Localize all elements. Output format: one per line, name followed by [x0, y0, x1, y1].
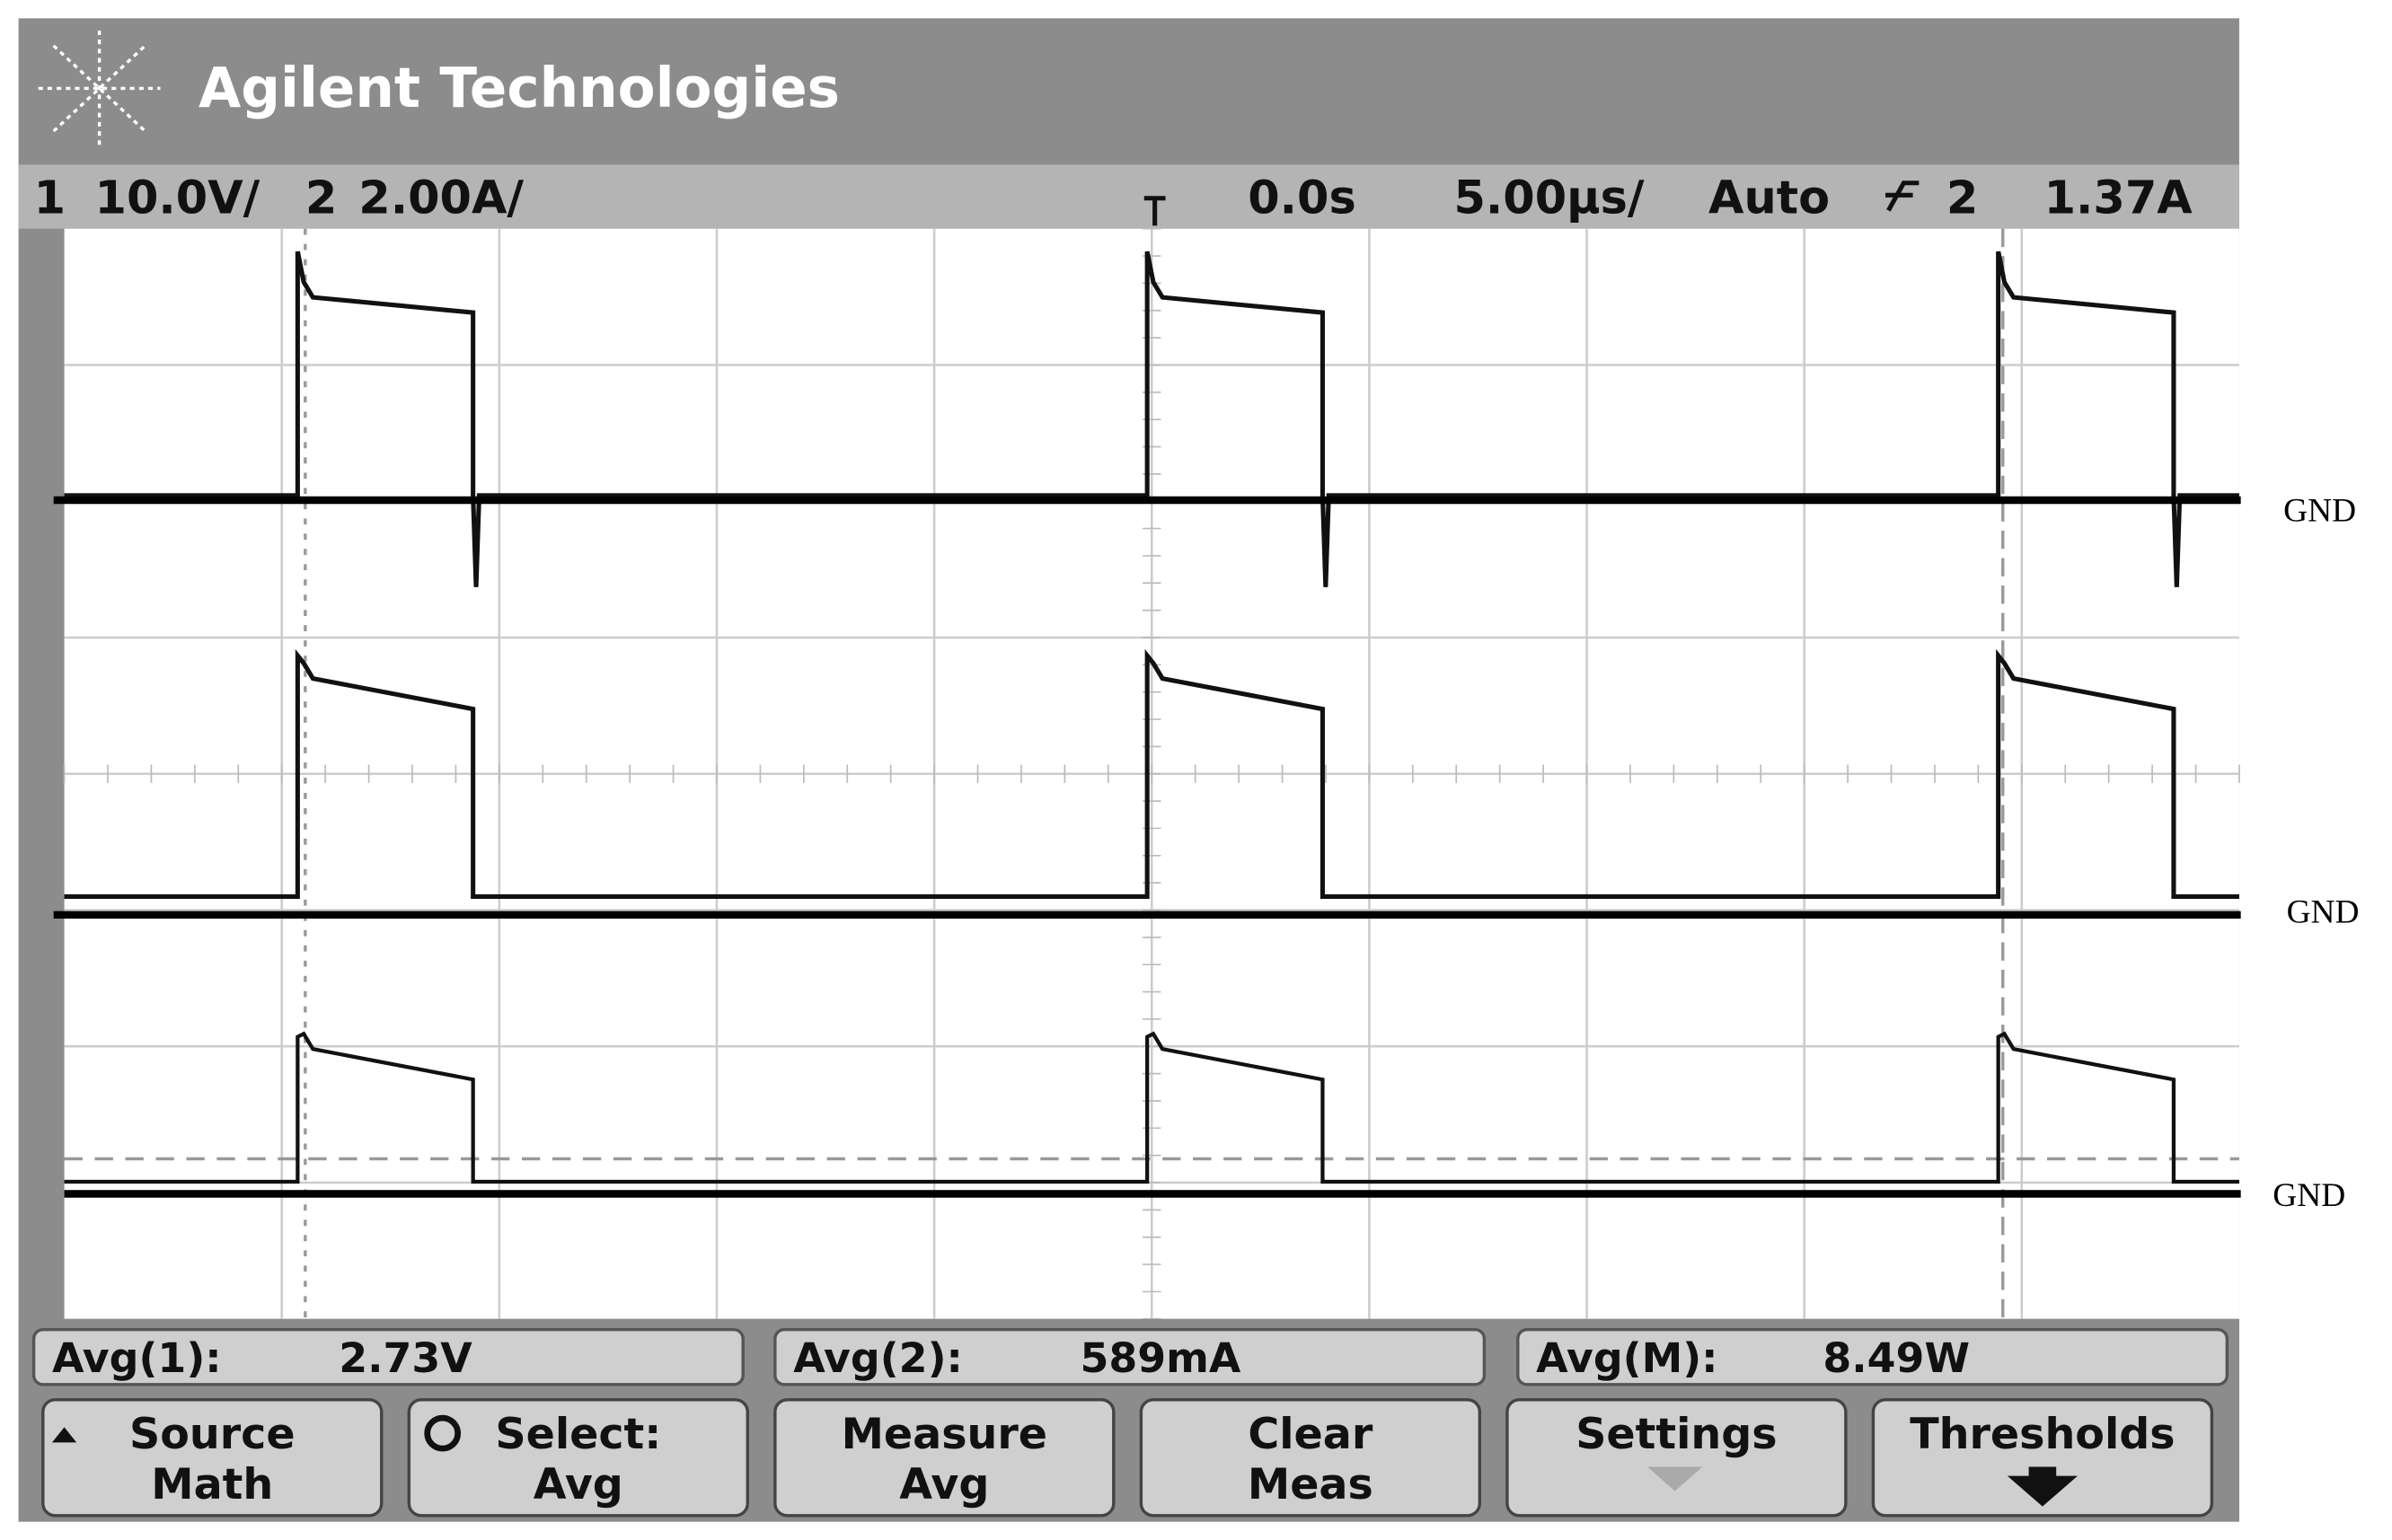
measurement-box — [31, 1327, 745, 1386]
ch2-scale: 2.00A/ — [358, 172, 524, 225]
softkey-label[interactable]: Measure — [842, 1410, 1047, 1459]
measurement-value: 2.73V — [339, 1333, 472, 1382]
gnd-label: GND — [2273, 1177, 2345, 1214]
ch1-trace — [64, 251, 2239, 587]
up-arrow — [51, 1427, 77, 1443]
gnd-label: GND — [2283, 493, 2356, 530]
time-scale: 5.00µs/ — [1453, 172, 1644, 225]
softkey-label[interactable]: Select: — [495, 1410, 661, 1459]
softkey-label[interactable]: Avg — [534, 1460, 623, 1509]
softkey-label[interactable]: Clear — [1248, 1410, 1373, 1459]
softkey[interactable] — [41, 1398, 384, 1518]
trigger-level: 1.37A — [2044, 172, 2193, 225]
down-arrow — [2007, 1466, 2078, 1507]
softkey-label[interactable]: Meas — [1248, 1460, 1373, 1509]
softkey[interactable] — [1871, 1398, 2214, 1518]
ch1-scale: 10.0V/ — [95, 172, 260, 225]
select-icon — [424, 1414, 462, 1452]
softkey[interactable] — [773, 1398, 1116, 1518]
softkey-label[interactable]: Avg — [899, 1460, 989, 1509]
trigger-mode: Auto — [1708, 172, 1830, 225]
logo — [38, 30, 161, 147]
softkeys: SourceMathSelect:AvgMeasureAvgClearMeasS… — [41, 1398, 2214, 1518]
math-trace — [64, 1031, 2239, 1184]
ch2-number: 2 — [305, 172, 337, 225]
softkey-label[interactable]: Thresholds — [1910, 1410, 2175, 1459]
brand: Agilent Technologies — [199, 57, 840, 120]
time-offset: 0.0s — [1248, 172, 1356, 225]
measurement-value: 589mA — [1080, 1333, 1240, 1382]
measurement-label: Avg(2): — [793, 1333, 963, 1382]
measurement-label: Avg(M): — [1536, 1333, 1717, 1382]
measurement-box — [773, 1327, 1487, 1386]
down-arrow — [1647, 1466, 1703, 1492]
gnd-label: GND — [2287, 893, 2360, 930]
measurement-box — [1516, 1327, 2229, 1386]
measurement-label: Avg(1): — [52, 1333, 222, 1382]
ch2-trace — [64, 648, 2239, 899]
softkey[interactable] — [1139, 1398, 1482, 1518]
softkey[interactable] — [407, 1398, 749, 1518]
softkey-label[interactable]: Settings — [1576, 1410, 1777, 1459]
softkey[interactable] — [1505, 1398, 1848, 1518]
trigger-marker — [1143, 196, 1166, 226]
measurement-value: 8.49W — [1823, 1333, 1970, 1382]
softkey-label[interactable]: Source — [129, 1410, 296, 1459]
status-bar — [18, 164, 2239, 229]
ch1-number: 1 — [34, 172, 66, 225]
measurements: Avg(1): 2.73V Avg(2): 589mA Avg(M): 8.49W — [31, 1327, 2229, 1386]
margin — [2240, 0, 2392, 1540]
softkey-label[interactable]: Math — [151, 1460, 273, 1509]
trigger-edge-icon — [1885, 180, 1920, 212]
waveforms — [64, 251, 2239, 1184]
trigger-source: 2 — [1946, 172, 1978, 225]
